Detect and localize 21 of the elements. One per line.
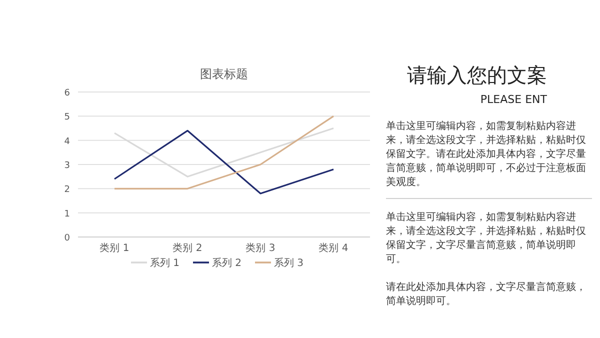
legend-label: 系列 3 (274, 257, 304, 269)
y-tick-label: 0 (64, 234, 70, 244)
text: 请在此处添加具体内容，文字尽量言简意赅，简单说明即可。 (386, 281, 587, 309)
y-tick-label: 4 (64, 136, 70, 147)
legend-label: 系列 1 (150, 257, 180, 269)
text: 单击这里可编辑内容，如需复制粘贴内容进来，请全选这段文字，并选择粘贴，粘贴时仅保留文字，文字尽量言简意赅，简单说明即可。 (386, 198, 592, 267)
text: PLEASE ENT (479, 93, 548, 106)
y-tick-label: 3 (64, 161, 70, 171)
x-tick-label: 类别 1 (100, 242, 130, 254)
y-tick-label: 1 (64, 209, 70, 220)
text: 请输入您的文案 (406, 62, 548, 89)
x-tick-label: 类别 2 (172, 242, 202, 254)
text: 单击这里可编辑内容，如需复制粘贴内容进来，请全选这段文字，并选择粘贴，粘贴时仅保留文字。请在此处添加具体内容，文字尽量言简意赅，简单说明即可，不必过于注意板面美观度。 (386, 120, 587, 190)
x-tick-label: 类别 4 (318, 242, 348, 254)
y-tick-label: 5 (64, 112, 70, 123)
y-tick-label: 2 (64, 185, 70, 196)
x-tick-label: 类别 3 (246, 242, 276, 254)
line-series (114, 130, 334, 194)
chart-title: 图表标题 (200, 67, 248, 81)
legend-label: 系列 2 (212, 257, 242, 269)
y-tick-label: 6 (64, 88, 70, 98)
